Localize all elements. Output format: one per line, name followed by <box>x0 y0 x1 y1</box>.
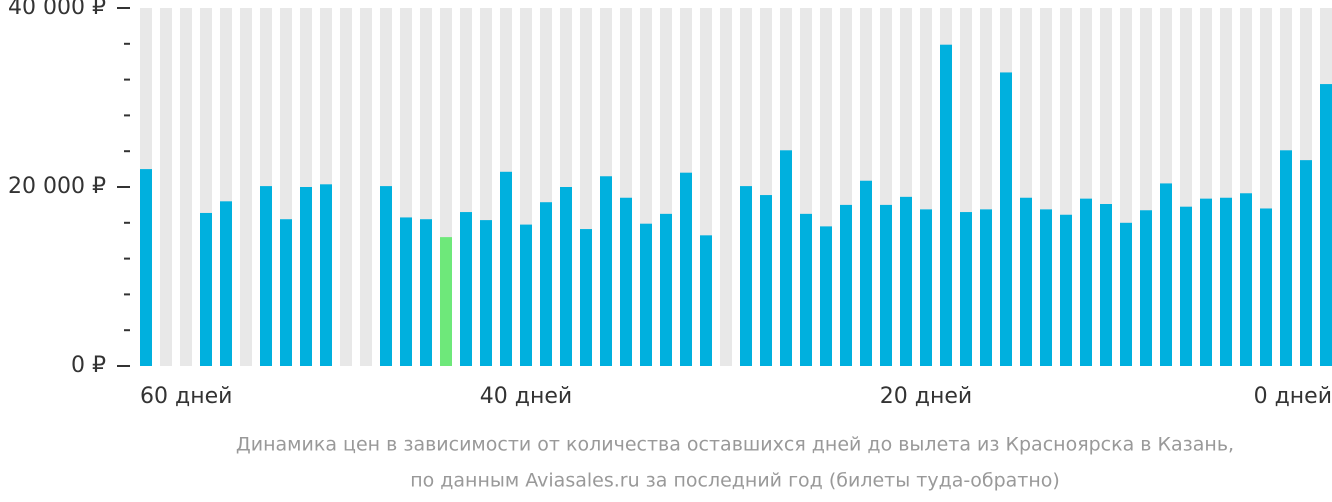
bar <box>1100 204 1112 366</box>
x-tick-label: 0 дней <box>1254 384 1332 409</box>
bar <box>1320 84 1332 366</box>
caption: Динамика цен в зависимости от количества… <box>236 434 1234 456</box>
bar <box>820 226 832 366</box>
bar <box>520 224 532 366</box>
bar <box>920 209 932 366</box>
bar <box>560 187 572 366</box>
bar <box>460 212 472 366</box>
bar <box>480 220 492 366</box>
bar <box>500 171 512 366</box>
y-tick-label: 20 000 ₽ <box>8 174 106 199</box>
bar <box>660 213 672 366</box>
bar <box>300 187 312 366</box>
bar <box>1140 210 1152 366</box>
bar <box>640 223 652 366</box>
bar <box>280 219 292 366</box>
x-tick-label: 60 дней <box>140 384 232 409</box>
y-tick-label: 40 000 ₽ <box>8 0 106 20</box>
bar <box>260 186 272 366</box>
bar <box>580 229 592 366</box>
bar <box>1160 183 1172 366</box>
bar <box>680 172 692 366</box>
bar <box>900 196 912 366</box>
bar <box>320 184 332 366</box>
bar <box>1080 198 1092 366</box>
bar <box>1040 209 1052 366</box>
bar <box>1060 214 1072 366</box>
bar <box>1280 150 1292 366</box>
bar <box>200 212 212 366</box>
bar <box>600 176 612 366</box>
bar <box>1020 197 1032 366</box>
stripe <box>180 8 192 366</box>
stripe <box>340 8 352 366</box>
bar <box>760 195 772 366</box>
bar <box>960 212 972 366</box>
bar <box>1200 198 1212 366</box>
caption: по данным Aviasales.ru за последний год … <box>410 470 1060 492</box>
bar <box>1000 72 1012 366</box>
bar <box>840 204 852 366</box>
x-tick-label: 20 дней <box>880 384 972 409</box>
bar <box>440 237 452 366</box>
stripe <box>720 8 732 366</box>
bar <box>740 186 752 366</box>
bar <box>380 186 392 366</box>
bar <box>620 197 632 366</box>
bar <box>1180 206 1192 366</box>
y-tick-label: 0 ₽ <box>71 353 106 378</box>
bar <box>140 169 152 366</box>
stripe <box>160 8 172 366</box>
x-tick-label: 40 дней <box>480 384 572 409</box>
stripe <box>360 8 372 366</box>
bar <box>1220 197 1232 366</box>
bar <box>1120 222 1132 366</box>
bar <box>940 44 952 366</box>
bar <box>780 150 792 366</box>
bar <box>420 219 432 366</box>
bar <box>220 201 232 366</box>
bar <box>540 202 552 366</box>
bar <box>1260 208 1272 366</box>
bar <box>400 217 412 366</box>
bar <box>980 209 992 366</box>
bar <box>880 204 892 366</box>
bar <box>1240 193 1252 366</box>
stripe <box>240 8 252 366</box>
bar <box>1300 160 1312 366</box>
bar <box>860 180 872 366</box>
bar <box>700 235 712 366</box>
bar <box>800 213 812 366</box>
